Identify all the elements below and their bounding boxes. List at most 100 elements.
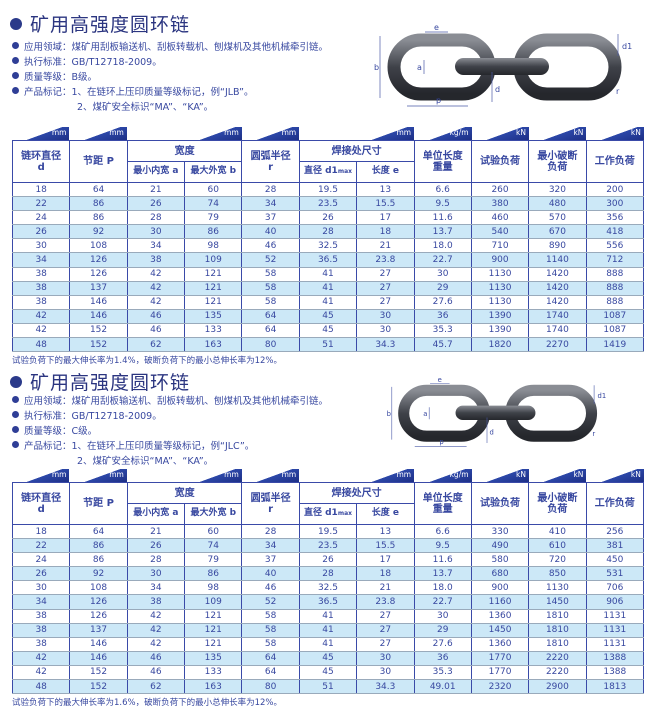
- table-cell: 18: [11, 523, 71, 540]
- unit-label: mm: [299, 127, 415, 140]
- table-cell: 152: [69, 337, 128, 353]
- table-row: 34 126 38 109 52 36.5 23.8 22.7 1160 1450 906: [11, 594, 645, 610]
- table-cell: 146: [69, 650, 128, 666]
- table-cell: 490: [470, 538, 530, 554]
- table-cell: 64: [69, 181, 128, 198]
- header-d: 链环直径 d: [11, 140, 71, 183]
- table-row: 22 86 26 74 34 23.5 15.5 9.5 380 480 300: [11, 196, 645, 212]
- table-cell: 30: [11, 580, 71, 596]
- table-cell: 890: [528, 238, 587, 254]
- table-cell: 13.7: [413, 566, 472, 582]
- table-cell: 2320: [470, 679, 530, 695]
- table-cell: 121: [184, 294, 243, 310]
- bullet-icon: [10, 17, 22, 30]
- table-cell: 28: [126, 210, 186, 226]
- table-cell: 11.6: [413, 210, 472, 226]
- table-cell: 86: [69, 196, 128, 212]
- table-cell: 13.7: [413, 224, 472, 240]
- table-cell: 18.0: [413, 580, 472, 596]
- table-cell: 121: [184, 266, 243, 282]
- label-b: b: [374, 63, 379, 72]
- table-cell: 460: [470, 210, 530, 226]
- table-cell: 121: [184, 636, 243, 652]
- table-cell: 23.5: [298, 538, 358, 554]
- table-row: 18 64 21 60 28 19.5 13 6.6 330 410 256: [11, 523, 645, 540]
- table-cell: 1419: [585, 337, 645, 353]
- table-cell: 86: [69, 538, 128, 554]
- table-cell: 26: [126, 196, 186, 212]
- chain-diagram-container: b e p d1 a d r: [385, 375, 615, 463]
- table-cell: 27: [356, 294, 415, 310]
- table-row: 38 146 42 121 58 41 27 27.6 1130 1420 888: [11, 294, 645, 310]
- table-cell: 45: [298, 322, 358, 339]
- table-cell: 1130: [470, 280, 530, 296]
- table-cell: 41: [298, 608, 358, 624]
- table-cell: 21: [356, 580, 415, 596]
- chain-diagram-container: b e p d1 a d r: [372, 22, 642, 126]
- table-cell: 64: [241, 308, 300, 324]
- spec-item: 2、煤矿安全标识“MA”、“KA”。: [77, 455, 214, 467]
- table-cell: 46: [126, 664, 186, 681]
- table-cell: 888: [585, 280, 645, 296]
- table-cell: 34: [241, 538, 300, 554]
- table-cell: 1130: [470, 294, 530, 310]
- table-cell: 36.5: [298, 594, 358, 610]
- unit-label: kN: [472, 127, 529, 140]
- table-row: 48 152 62 163 80 51 34.3 45.7 1820 2270 1419: [11, 337, 645, 353]
- table-row: 26 92 30 86 40 28 18 13.7 540 670 418: [11, 224, 645, 240]
- table-cell: 30: [11, 238, 71, 254]
- bullet-icon: [12, 87, 19, 94]
- table-cell: 46: [241, 238, 300, 254]
- bullet-icon: [12, 396, 19, 403]
- table-cell: 60: [184, 523, 243, 540]
- table-cell: 36: [413, 650, 472, 666]
- header-a: 最小内宽 a: [126, 161, 186, 183]
- label-p: p: [439, 438, 443, 446]
- spec-item: 质量等级：C级。: [12, 422, 328, 437]
- table-cell: 30: [356, 308, 415, 324]
- table-cell: 380: [470, 196, 530, 212]
- table-cell: 1388: [585, 664, 645, 681]
- header-pitch: 节距 P: [69, 140, 128, 183]
- table-cell: 26: [298, 552, 358, 568]
- table-cell: 30: [356, 664, 415, 681]
- table-cell: 19.5: [298, 523, 358, 540]
- spec-list: 应用领域：煤矿用刮板输送机、刮板转载机、刨煤机及其他机械牵引链。 执行标准：GB/…: [12, 38, 328, 113]
- table-cell: 6.6: [413, 523, 472, 540]
- table-cell: 152: [69, 679, 128, 695]
- table-cell: 38: [126, 252, 186, 268]
- label-e: e: [434, 23, 439, 32]
- table-cell: 80: [241, 337, 300, 353]
- table-cell: 1390: [470, 308, 530, 324]
- table-cell: 1820: [470, 337, 530, 353]
- table-cell: 24: [11, 210, 71, 226]
- label-d1: d1: [598, 392, 607, 400]
- table-cell: 17: [356, 552, 415, 568]
- table-cell: 27: [356, 280, 415, 296]
- table-cell: 48: [11, 337, 71, 353]
- table-cell: 480: [528, 196, 587, 212]
- table-cell: 1087: [585, 308, 645, 324]
- bullet-icon: [12, 57, 19, 64]
- table-cell: 1770: [470, 664, 530, 681]
- table-cell: 888: [585, 294, 645, 310]
- table-cell: 45: [298, 664, 358, 681]
- unit-label: kg/m: [414, 469, 472, 482]
- table-cell: 410: [528, 523, 587, 540]
- table-cell: 62: [126, 679, 186, 695]
- table-cell: 28: [241, 523, 300, 540]
- table-cell: 670: [528, 224, 587, 240]
- table-cell: 58: [241, 608, 300, 624]
- table-cell: 2900: [528, 679, 587, 695]
- spec-item: 应用领域：煤矿用刮板输送机、刮板转载机、刨煤机及其他机械牵引链。: [12, 38, 328, 53]
- table-cell: 13: [356, 181, 415, 198]
- table-cell: 60: [184, 181, 243, 198]
- table-row: 18 64 21 60 28 19.5 13 6.6 260 320 200: [11, 181, 645, 198]
- table-cell: 30: [413, 608, 472, 624]
- table-cell: 30: [356, 650, 415, 666]
- table-cell: 126: [69, 608, 128, 624]
- table-cell: 900: [470, 580, 530, 596]
- unit-label: mm: [69, 127, 127, 140]
- table-row: 38 137 42 121 58 41 27 29 1130 1420 888: [11, 280, 645, 296]
- table-cell: 556: [585, 238, 645, 254]
